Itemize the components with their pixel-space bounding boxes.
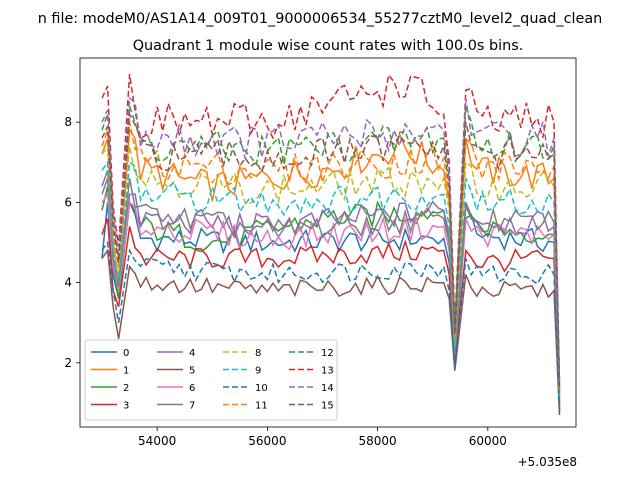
plot-frame [79,57,577,428]
legend-label-15: 15 [321,401,334,412]
series-line-3 [101,218,561,412]
legend-label-10: 10 [255,383,268,394]
x-tick-label: 60000 [469,434,507,448]
chart-title: Quadrant 1 module wise count rates with … [133,38,524,54]
legend-label-13: 13 [321,366,334,377]
series-line-13 [101,73,561,383]
y-tick-label: 4 [64,276,72,290]
series-line-4 [101,178,561,403]
legend-label-1: 1 [123,366,129,377]
legend-label-4: 4 [189,348,195,359]
legend-label-9: 9 [255,366,261,377]
legend-label-12: 12 [321,348,334,359]
legend-label-3: 3 [123,401,129,412]
series-line-5 [101,248,561,416]
x-tick-label: 54000 [138,434,176,448]
series-line-9 [101,160,561,399]
x-offset-label: +5.035e8 [518,455,577,469]
chart-suptitle: n file: modeM0/AS1A14_009T01_9000006534_… [38,11,603,27]
x-tick-label: 56000 [248,434,286,448]
y-tick-label: 6 [64,195,72,209]
series-line-14 [101,96,561,387]
legend-label-0: 0 [123,348,129,359]
y-tick-label: 8 [64,115,72,129]
legend-label-5: 5 [189,366,195,377]
legend-label-8: 8 [255,348,261,359]
legend-box [84,339,338,421]
series-line-7 [101,170,561,403]
series-line-10 [101,240,561,412]
series-layer [101,73,561,416]
legend-label-7: 7 [189,401,195,412]
series-line-11 [101,122,561,391]
x-tick-label: 58000 [359,434,397,448]
series-line-8 [101,143,561,395]
y-tick-label: 2 [64,356,72,370]
x-axis: 54000 56000 58000 60000 [138,427,507,448]
y-axis: 2 4 6 8 [64,115,80,370]
series-line-6 [101,192,561,403]
legend-label-11: 11 [255,401,268,412]
legend-label-2: 2 [123,383,129,394]
series-line-15 [101,111,561,391]
legend-label-14: 14 [321,383,334,394]
legend-label-6: 6 [189,383,195,394]
